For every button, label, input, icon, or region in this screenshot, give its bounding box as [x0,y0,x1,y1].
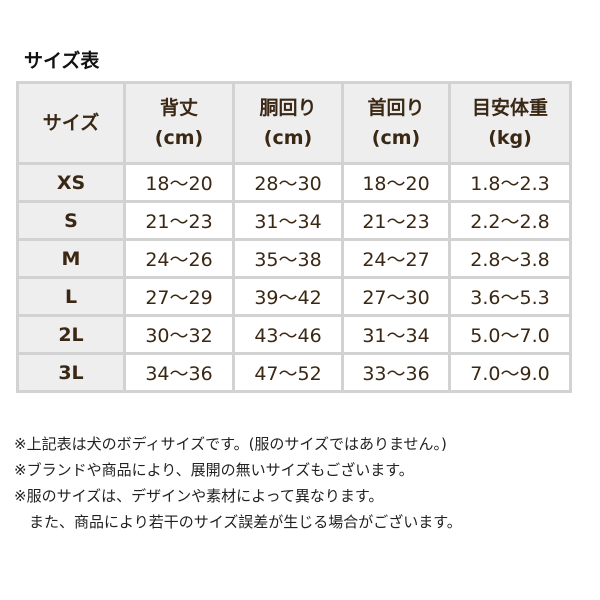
value-cell: 24〜26 [123,238,235,279]
header-unit: (cm) [154,127,204,149]
value-cell: 31〜34 [341,314,451,355]
value-cell: 31〜34 [232,200,344,241]
note: また、商品により若干のサイズ誤差が生じる場合がございます。 [14,513,462,531]
header-label: 背丈 [159,97,198,119]
table-row: XS 18〜20 28〜30 18〜20 1.8〜2.3 [16,162,572,203]
header-label: 目安体重 [471,97,548,119]
value-cell: 18〜20 [341,162,451,203]
size-cell: 2L [16,314,126,355]
size-cell: XS [16,162,126,203]
value-cell: 28〜30 [232,162,344,203]
size-cell: M [16,238,126,279]
value-cell: 5.0〜7.0 [448,314,572,355]
value-cell: 24〜27 [341,238,451,279]
page-title: サイズ表 [24,50,100,72]
value-cell: 43〜46 [232,314,344,355]
value-cell: 47〜52 [232,352,344,393]
value-cell: 27〜30 [341,276,451,317]
value-cell: 2.8〜3.8 [448,238,572,279]
header-size: サイズ [16,81,126,165]
table-row: M 24〜26 35〜38 24〜27 2.8〜3.8 [16,238,572,279]
header-unit: (cm) [263,127,313,149]
value-cell: 35〜38 [232,238,344,279]
header-unit: (kg) [488,127,532,149]
note: ※服のサイズは、デザインや素材によって異なります。 [14,487,384,505]
header-label: 首回り [367,97,425,119]
notes: ※上記表は犬のボディサイズです。(服のサイズではありません。) ※ブランドや商品… [14,431,462,535]
value-cell: 21〜23 [123,200,235,241]
value-cell: 7.0〜9.0 [448,352,572,393]
size-cell: L [16,276,126,317]
header-unit: (cm) [371,127,421,149]
note: ※ブランドや商品により、展開の無いサイズもございます。 [14,461,414,479]
value-cell: 2.2〜2.8 [448,200,572,241]
header-back-length: 背丈 (cm) [123,81,235,165]
header-row: サイズ 背丈 (cm) 胴回り (cm) 首回り (cm) 目安体重 (kg) [16,81,572,165]
table-row: 2L 30〜32 43〜46 31〜34 5.0〜7.0 [16,314,572,355]
table-row: L 27〜29 39〜42 27〜30 3.6〜5.3 [16,276,572,317]
value-cell: 30〜32 [123,314,235,355]
size-cell: S [16,200,126,241]
table-row: S 21〜23 31〜34 21〜23 2.2〜2.8 [16,200,572,241]
header-label: 胴回り [259,97,317,119]
value-cell: 34〜36 [123,352,235,393]
table-row: 3L 34〜36 47〜52 33〜36 7.0〜9.0 [16,352,572,393]
value-cell: 18〜20 [123,162,235,203]
value-cell: 27〜29 [123,276,235,317]
value-cell: 3.6〜5.3 [448,276,572,317]
value-cell: 39〜42 [232,276,344,317]
header-neck: 首回り (cm) [341,81,451,165]
header-waist: 胴回り (cm) [232,81,344,165]
header-weight: 目安体重 (kg) [448,81,572,165]
value-cell: 33〜36 [341,352,451,393]
value-cell: 1.8〜2.3 [448,162,572,203]
size-table: サイズ 背丈 (cm) 胴回り (cm) 首回り (cm) 目安体重 (kg) XS 18… [16,81,572,393]
value-cell: 21〜23 [341,200,451,241]
size-cell: 3L [16,352,126,393]
note: ※上記表は犬のボディサイズです。(服のサイズではありません。) [14,435,447,453]
